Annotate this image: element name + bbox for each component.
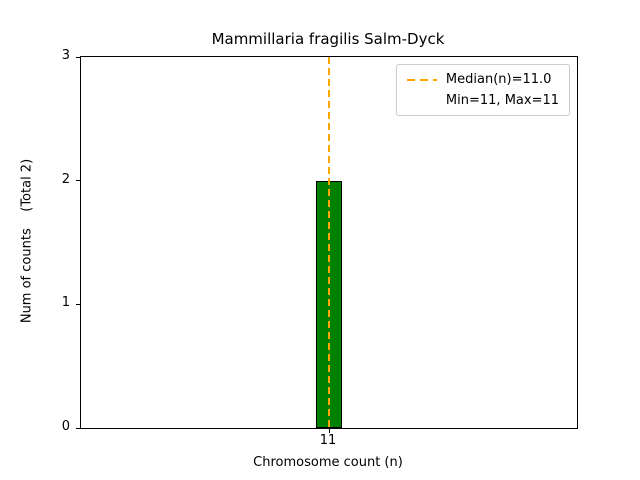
- legend: Median(n)=11.0 Min=11, Max=11: [395, 64, 570, 116]
- y-tick-label: 1: [61, 295, 70, 311]
- y-tick-mark: [76, 427, 80, 429]
- legend-entry-median: Median(n)=11.0: [406, 72, 559, 87]
- plot-area: Median(n)=11.0 Min=11, Max=11: [76, 56, 578, 433]
- legend-median-label: Median(n)=11.0: [445, 72, 552, 87]
- legend-dashed-line-icon: [406, 78, 437, 81]
- legend-minmax-label: Min=11, Max=11: [445, 93, 559, 108]
- x-tick-mark: [328, 429, 330, 433]
- y-tick-mark: [76, 180, 80, 182]
- median-line: [328, 57, 330, 428]
- x-axis-label: Chromosome count (n): [253, 455, 403, 470]
- legend-entry-minmax: Min=11, Max=11: [407, 93, 559, 108]
- y-tick-mark: [76, 56, 80, 58]
- y-tick-mark: [76, 303, 80, 305]
- y-tick-label: 3: [61, 48, 70, 63]
- y-tick-label: 2: [61, 171, 70, 187]
- y-tick-label: 0: [61, 419, 70, 434]
- chart-title: Mammillaria fragilis Salm-Dyck: [211, 30, 445, 48]
- legend-empty-handle: [407, 100, 437, 102]
- x-tick-label: 11: [319, 433, 337, 448]
